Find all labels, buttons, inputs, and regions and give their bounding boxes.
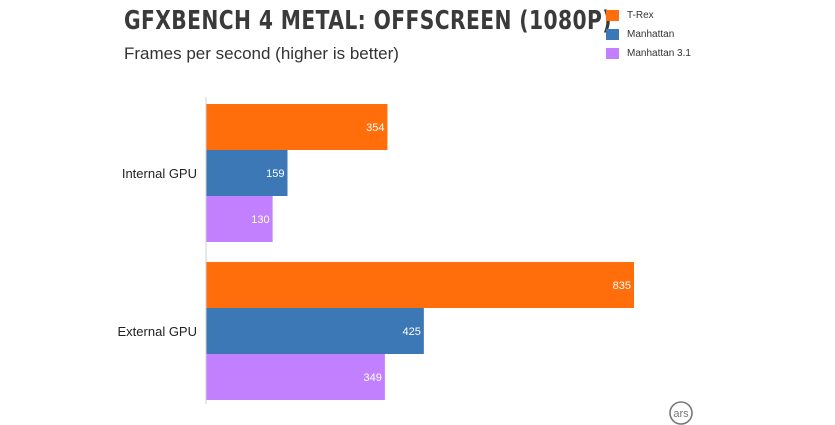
legend-label: Manhattan 3.1 xyxy=(627,47,691,59)
data-label: 354 xyxy=(366,122,384,134)
legend-item: Manhattan 3.1 xyxy=(606,44,691,62)
legend-label: T-Rex xyxy=(627,9,654,21)
chart-legend: T-Rex Manhattan Manhattan 3.1 xyxy=(606,6,691,63)
bar xyxy=(206,262,634,308)
bar xyxy=(206,308,424,354)
category-label: External GPU xyxy=(118,324,197,339)
chart-subtitle: Frames per second (higher is better) xyxy=(124,44,399,63)
data-label: 159 xyxy=(266,168,284,180)
legend-swatch xyxy=(606,47,619,59)
bar xyxy=(206,354,385,400)
legend-label: Manhattan xyxy=(627,28,675,40)
bar xyxy=(206,150,288,196)
chart-title: GFXBENCH 4 METAL: OFFSCREEN (1080P) xyxy=(124,6,612,36)
svg-text:ars: ars xyxy=(673,408,689,420)
bar xyxy=(206,196,273,242)
ars-logo-icon: ars xyxy=(669,401,693,425)
data-label: 130 xyxy=(251,214,269,226)
legend-swatch xyxy=(606,9,619,21)
data-label: 835 xyxy=(613,280,631,292)
category-label: Internal GPU xyxy=(122,166,197,181)
bar xyxy=(206,104,388,150)
data-label: 425 xyxy=(402,326,420,338)
legend-item: Manhattan xyxy=(606,25,691,43)
legend-item: T-Rex xyxy=(606,6,691,24)
legend-swatch xyxy=(606,28,619,40)
data-label: 349 xyxy=(364,372,382,384)
